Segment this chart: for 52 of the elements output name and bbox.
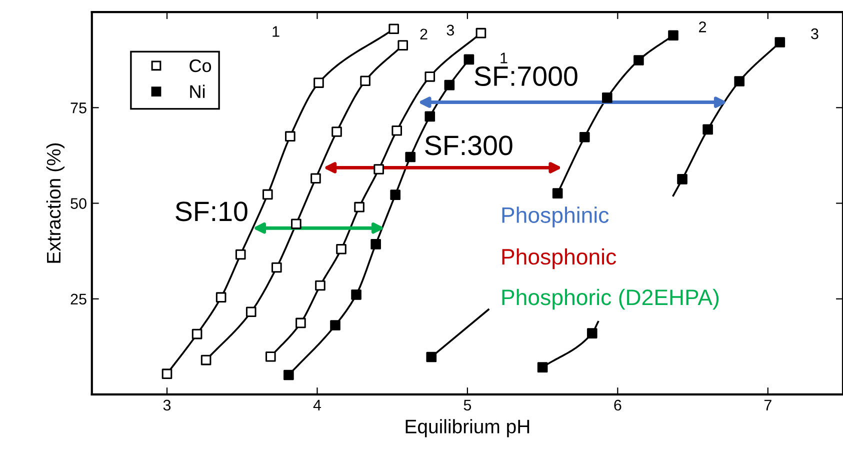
point bbox=[291, 218, 302, 230]
point bbox=[285, 131, 296, 142]
point bbox=[734, 76, 745, 86]
annotation: Phosphoric (D2EHPA) bbox=[502, 288, 719, 310]
point bbox=[634, 55, 644, 66]
y-tick-label: 75 bbox=[70, 102, 86, 114]
point bbox=[310, 173, 321, 184]
legend-label: Co bbox=[190, 59, 212, 72]
annotation: 3 bbox=[446, 24, 454, 36]
legend-label: Ni bbox=[190, 84, 205, 98]
point bbox=[398, 40, 408, 50]
point bbox=[702, 124, 713, 135]
point bbox=[537, 362, 548, 372]
point bbox=[262, 189, 273, 200]
y-tick-label: 25 bbox=[70, 294, 86, 305]
y-tick-label: 50 bbox=[70, 198, 86, 209]
point bbox=[774, 37, 786, 48]
point bbox=[602, 92, 612, 103]
point bbox=[332, 126, 342, 137]
point bbox=[272, 262, 282, 273]
y-axis-title: Extraction (%) bbox=[46, 143, 64, 263]
x-tick-label: 6 bbox=[614, 400, 622, 411]
point bbox=[246, 306, 256, 318]
point bbox=[314, 78, 324, 88]
annotation: Phosphinic bbox=[502, 206, 609, 228]
point bbox=[360, 76, 370, 86]
x-tick-label: 5 bbox=[464, 400, 472, 411]
point bbox=[677, 174, 688, 184]
point bbox=[192, 328, 202, 340]
annotation: Phosphonic bbox=[502, 248, 616, 270]
annotation: SF:10 bbox=[176, 202, 248, 222]
annotation: 1 bbox=[500, 52, 508, 64]
x-axis-title: Equilibrium pH bbox=[406, 419, 530, 438]
point bbox=[426, 352, 437, 362]
annotation: 2 bbox=[699, 22, 706, 32]
annotation: 2 bbox=[420, 28, 428, 40]
point bbox=[200, 354, 212, 366]
point bbox=[388, 24, 399, 34]
point bbox=[216, 292, 226, 302]
point bbox=[586, 328, 598, 338]
annotation: SF:7000 bbox=[474, 66, 578, 86]
annotation: 1 bbox=[272, 26, 280, 37]
annotation: 3 bbox=[811, 28, 818, 40]
annotation: SF:300 bbox=[425, 136, 512, 156]
x-tick-label: 7 bbox=[764, 400, 772, 410]
point bbox=[235, 249, 246, 260]
point bbox=[552, 188, 563, 198]
x-tick-label: 4 bbox=[313, 400, 322, 410]
x-tick-label: 3 bbox=[163, 400, 171, 411]
point bbox=[579, 132, 590, 142]
point bbox=[668, 30, 678, 41]
point bbox=[162, 368, 172, 379]
